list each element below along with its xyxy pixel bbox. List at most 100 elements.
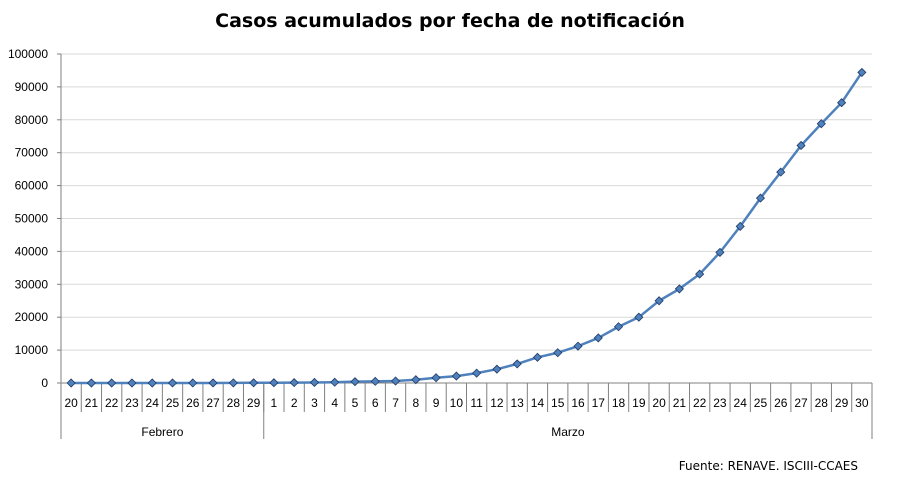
x-tick-label: 27 [206, 396, 220, 410]
data-point-marker [613, 322, 624, 332]
data-point-marker [776, 167, 786, 177]
data-point-marker [532, 352, 543, 362]
y-tick-label: 10000 [15, 343, 49, 357]
data-point-marker [816, 119, 826, 129]
x-tick-label: 20 [652, 396, 666, 410]
data-point-marker [695, 269, 705, 279]
data-point-marker [796, 140, 806, 151]
chart-title: Casos acumulados por fecha de notificaci… [215, 10, 685, 32]
data-point-marker [654, 296, 664, 306]
x-tick-label: 17 [592, 396, 606, 410]
y-tick-label: 100000 [8, 47, 48, 61]
x-tick-label: 2 [291, 396, 298, 410]
x-tick-label: 13 [511, 396, 525, 410]
data-point-marker [512, 359, 522, 369]
data-point-marker [127, 378, 137, 388]
y-tick-label: 30000 [15, 277, 49, 291]
data-point-marker [330, 377, 340, 387]
data-point-marker [431, 373, 441, 383]
x-tick-label: 29 [247, 396, 261, 410]
data-point-marker [309, 377, 320, 388]
x-tick-label: 22 [105, 396, 119, 410]
source-note: Fuente: RENAVE. ISCIII-CCAES [678, 459, 858, 473]
x-tick-label: 1 [271, 396, 278, 410]
data-point-marker [289, 378, 299, 388]
data-point-marker [755, 193, 766, 203]
group-label: Febrero [141, 425, 183, 439]
x-tick-label: 22 [693, 396, 707, 410]
x-tick-label: 4 [331, 396, 338, 410]
x-tick-label: 28 [227, 396, 241, 410]
data-point-marker [269, 378, 279, 388]
y-tick-label: 60000 [15, 179, 49, 193]
x-axis: 20 21 22 23 24 25 26 27 28 29 1 2 3 4 5 6 7 8 9 10 11 12 13 14 1… [60, 382, 873, 439]
x-tick-label: 20 [64, 396, 78, 410]
data-point-marker [167, 378, 178, 388]
series-line [69, 71, 864, 385]
data-point-marker [837, 98, 847, 108]
x-tick-label: 27 [794, 396, 808, 410]
x-tick-label: 14 [531, 396, 545, 410]
data-point-marker [857, 67, 867, 77]
data-point-marker [593, 333, 603, 343]
x-tick-label: 21 [673, 396, 687, 410]
x-tick-label: 21 [85, 396, 99, 410]
data-point-marker [735, 221, 745, 231]
y-tick-label: 0 [41, 376, 48, 390]
data-point-marker [472, 368, 482, 378]
x-tick-label: 9 [433, 396, 440, 410]
x-tick-label: 26 [774, 396, 788, 410]
x-tick-label: 8 [412, 396, 419, 410]
x-tick-label: 23 [713, 396, 727, 410]
data-point-marker [147, 378, 157, 388]
x-tick-label: 29 [835, 396, 849, 410]
x-tick-label: 28 [815, 396, 829, 410]
x-tick-label: 6 [372, 396, 379, 410]
data-point-marker [674, 284, 684, 294]
group-label: Marzo [551, 425, 585, 439]
x-tick-label: 25 [166, 396, 180, 410]
x-tick-label: 30 [855, 396, 869, 410]
x-tick-label: 18 [612, 396, 626, 410]
data-point-marker [634, 312, 644, 322]
x-tick-label: 10 [450, 396, 464, 410]
y-tick-label: 40000 [15, 244, 49, 258]
data-point-marker [370, 376, 380, 386]
data-point-marker [249, 378, 259, 388]
x-tick-label: 12 [490, 396, 504, 410]
data-point-marker [228, 378, 238, 388]
x-tick-label: 24 [734, 396, 748, 410]
data-point-marker [86, 378, 96, 388]
data-point-marker [208, 378, 218, 388]
data-point-marker [553, 348, 563, 358]
x-tick-label: 5 [352, 396, 359, 410]
y-tick-label: 70000 [15, 146, 49, 160]
series-polyline [69, 71, 864, 385]
y-axis: 0 10000 20000 30000 40000 50000 60000 70000 8000… [8, 47, 62, 390]
gridlines [61, 53, 872, 351]
data-point-marker [107, 378, 117, 388]
x-tick-label: 23 [125, 396, 139, 410]
x-tick-label: 26 [186, 396, 200, 410]
x-tick-label: 16 [571, 396, 585, 410]
data-point-marker [66, 378, 76, 388]
y-tick-label: 80000 [15, 113, 49, 127]
x-tick-label: 24 [146, 396, 160, 410]
x-tick-label: 25 [754, 396, 768, 410]
y-tick-label: 20000 [15, 310, 49, 324]
x-tick-label: 19 [632, 396, 646, 410]
y-tick-label: 90000 [15, 80, 49, 94]
x-tick-label: 15 [551, 396, 565, 410]
y-tick-label: 50000 [15, 212, 49, 226]
data-point-marker [451, 371, 461, 381]
data-point-marker [573, 341, 583, 351]
x-tick-label: 7 [392, 396, 399, 410]
x-tick-label: 3 [311, 396, 318, 410]
data-point-marker [188, 378, 198, 388]
data-point-marker [492, 364, 502, 374]
x-tick-label: 11 [470, 396, 483, 410]
markers [66, 67, 867, 388]
data-point-marker [390, 376, 401, 386]
data-point-marker [715, 247, 725, 257]
